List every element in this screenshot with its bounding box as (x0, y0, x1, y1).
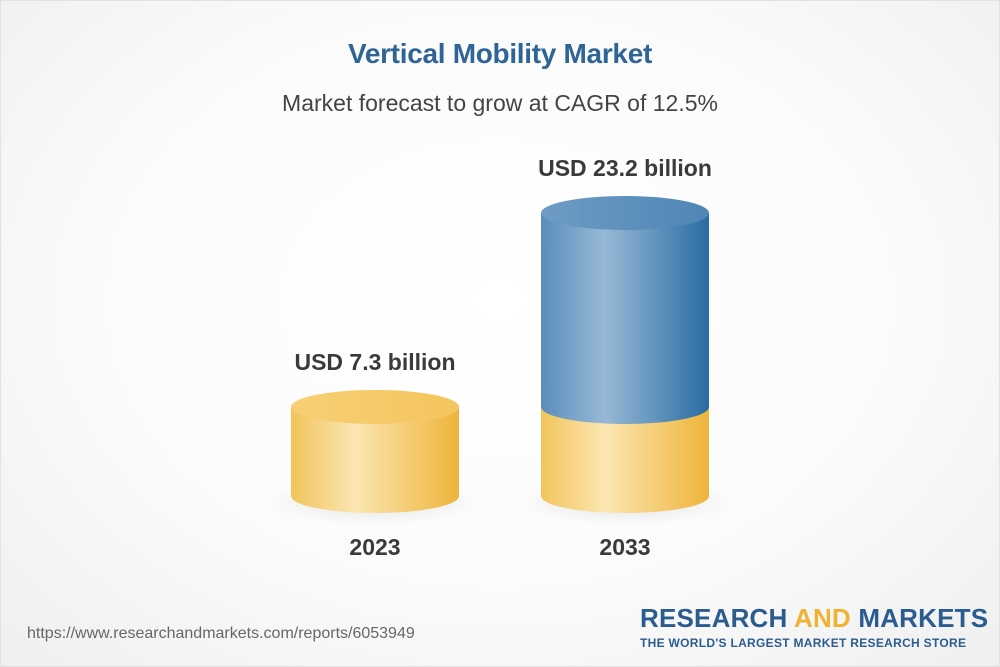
research-and-markets-logo: RESEARCH AND MARKETS THE WORLD'S LARGEST… (640, 603, 988, 650)
bar-top-2023 (291, 389, 459, 424)
logo-word-research: RESEARCH (640, 603, 794, 633)
value-label-2033: USD 23.2 billion (538, 155, 712, 181)
bar-base-segment-2033 (541, 406, 709, 513)
logo-tagline: THE WORLD'S LARGEST MARKET RESEARCH STOR… (640, 636, 967, 650)
logo-wordmark: RESEARCH AND MARKETS (640, 603, 988, 633)
bar-growth-segment-2033 (541, 213, 709, 424)
bar-top-2033 (541, 196, 709, 230)
logo-word-and: AND (793, 603, 851, 633)
chart-subtitle: Market forecast to grow at CAGR of 12.5% (282, 90, 718, 116)
category-label-2023: 2023 (349, 534, 400, 560)
source-url[interactable]: https://www.researchandmarkets.com/repor… (27, 625, 415, 642)
category-label-2033: 2033 (599, 534, 650, 560)
logo-word-markets: MARKETS (850, 603, 989, 633)
value-label-2023: USD 7.3 billion (294, 349, 455, 375)
chart-title: Vertical Mobility Market (347, 38, 652, 69)
bar-2023 (291, 406, 459, 513)
